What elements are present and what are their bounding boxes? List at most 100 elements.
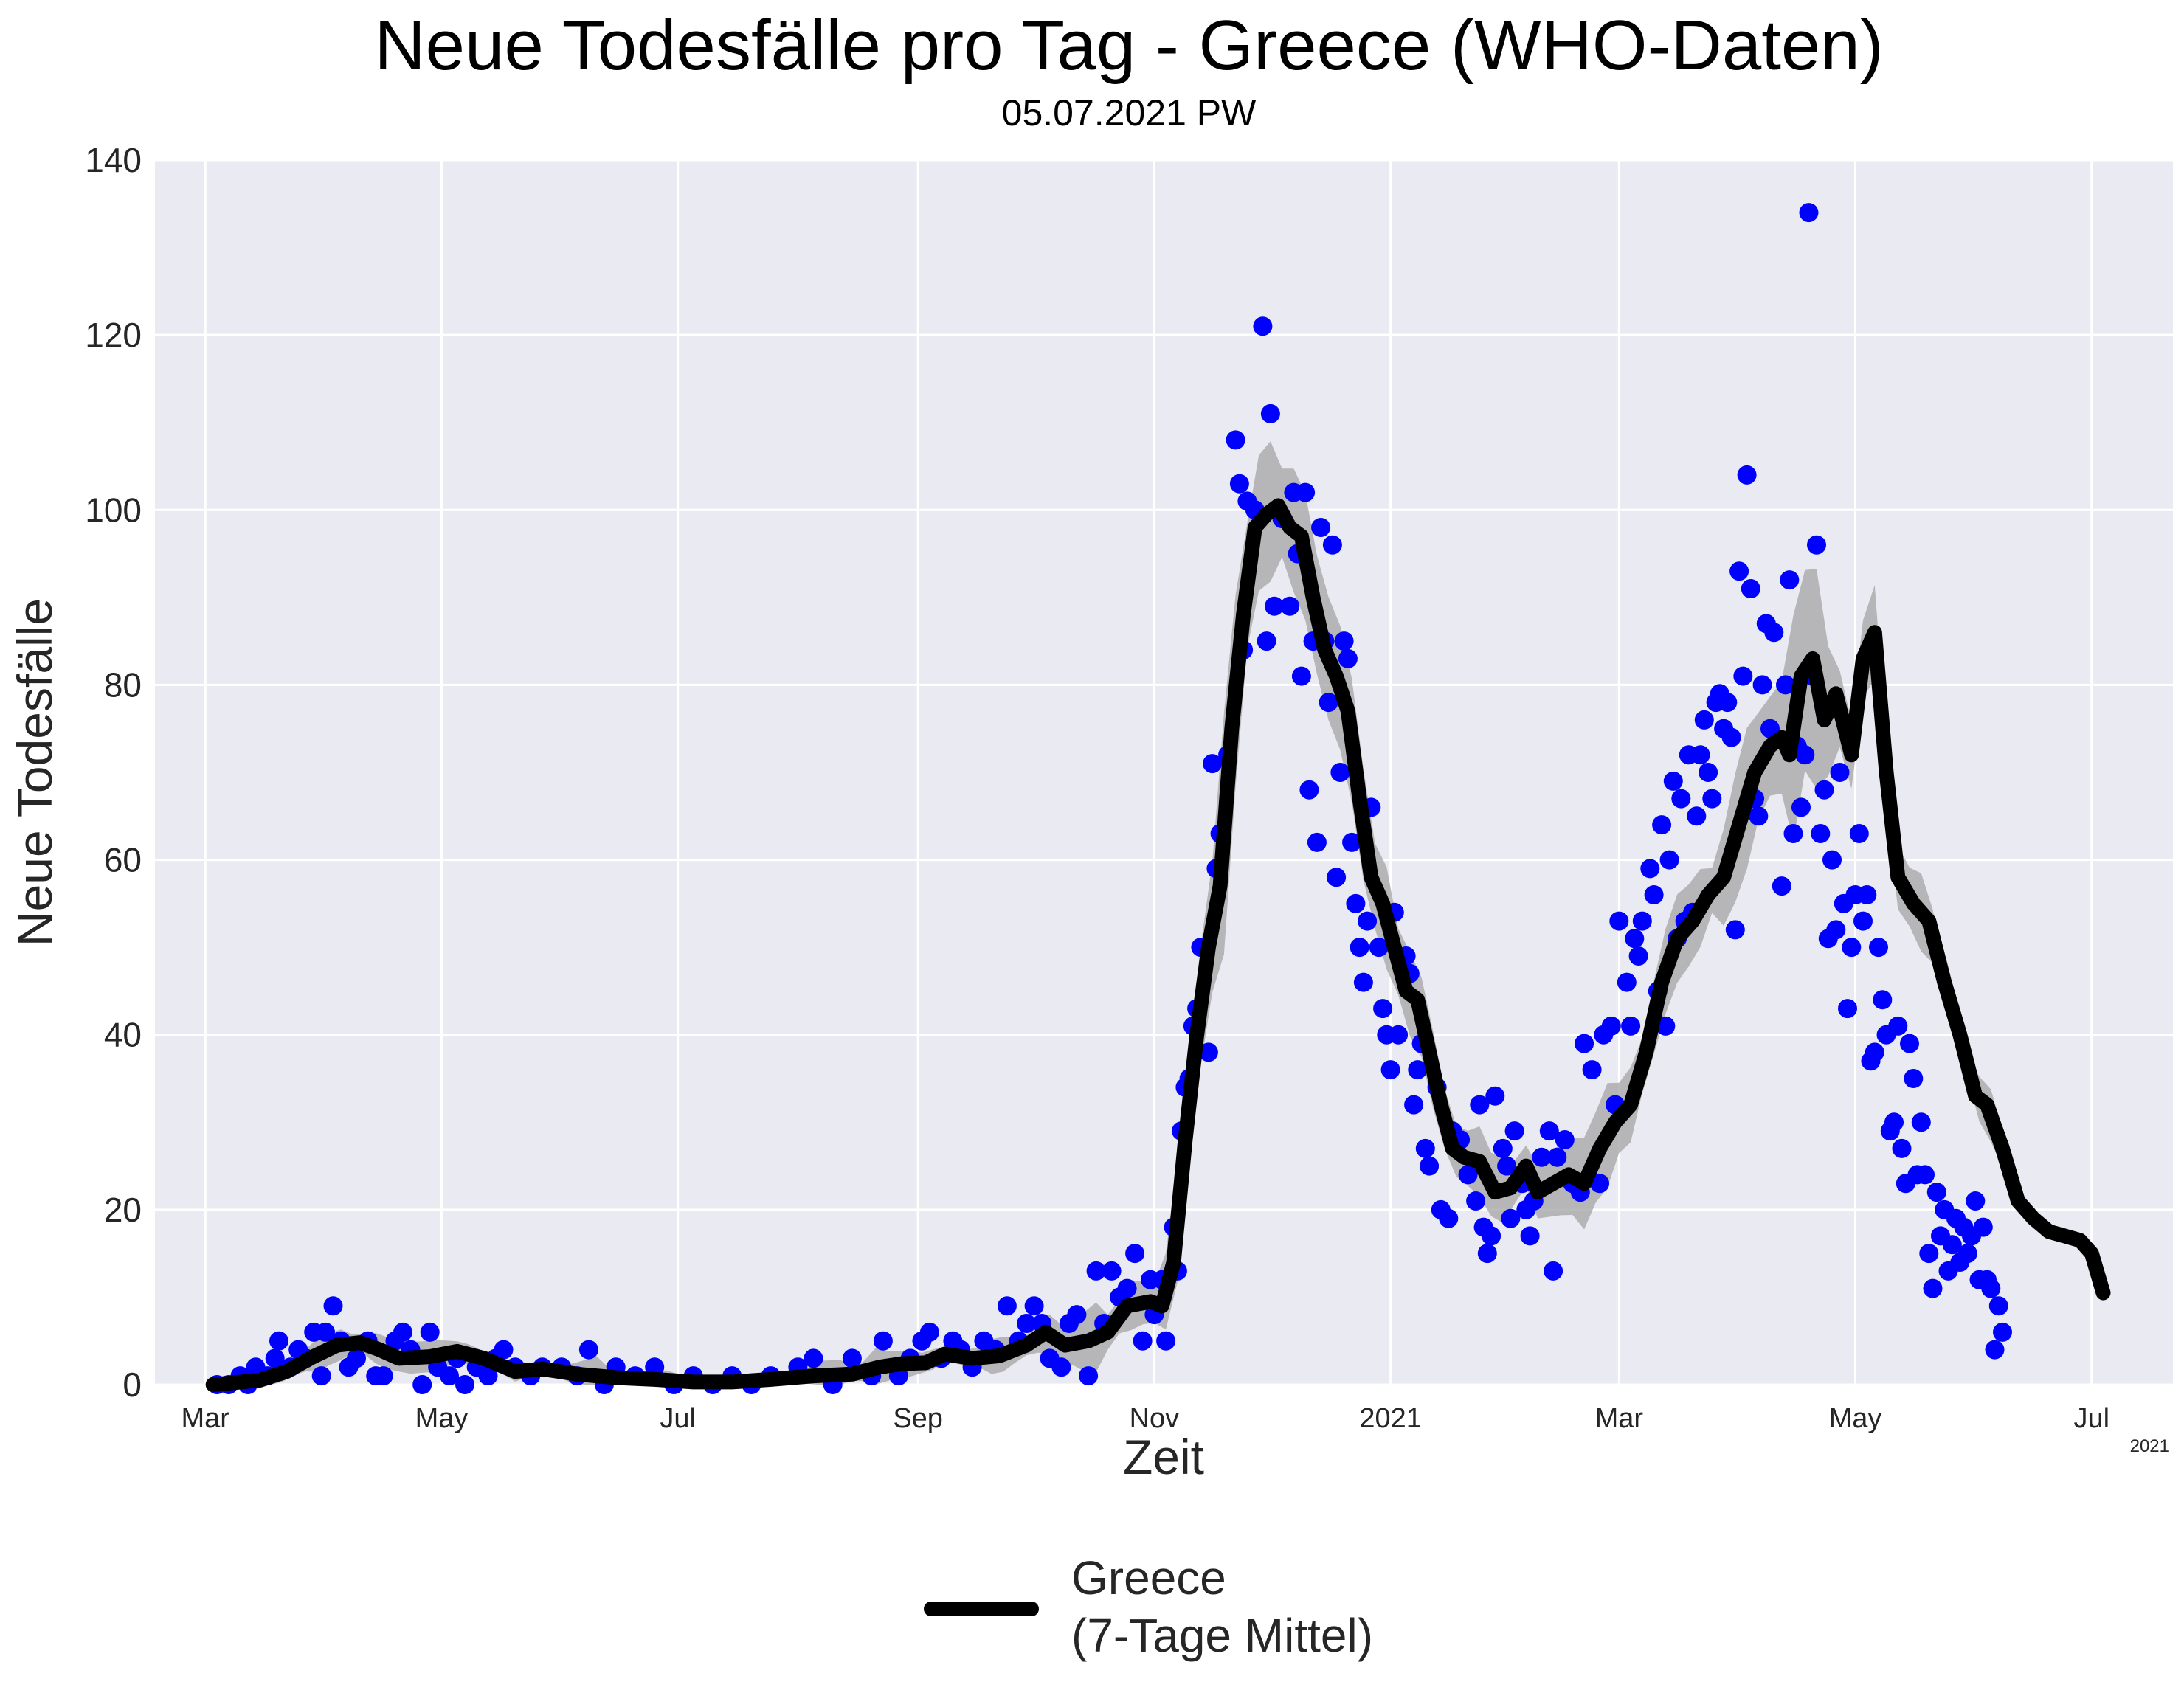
data-point (1865, 1042, 1884, 1062)
data-point (1280, 596, 1300, 616)
data-point (919, 1322, 939, 1342)
x-tick-labels: Mar May Jul Sep Nov 2021 Mar May Jul (182, 1403, 2110, 1434)
data-point (1346, 893, 1366, 913)
y-axis-label: Neue Todesfälle (7, 598, 62, 946)
data-point (1466, 1191, 1486, 1211)
data-point (1609, 911, 1629, 931)
data-point (1725, 920, 1745, 940)
x-tick-label: Nov (1130, 1403, 1180, 1434)
data-point (1311, 518, 1331, 537)
data-point (1334, 631, 1354, 651)
data-point (1327, 868, 1347, 887)
legend-label: Greece (7-Tage Mittel) (1071, 1551, 1373, 1662)
data-point (1892, 1138, 1912, 1158)
data-point (265, 1348, 285, 1368)
data-point (1625, 929, 1645, 949)
data-point (1621, 1016, 1641, 1036)
data-point (1353, 972, 1373, 992)
data-point (1415, 1138, 1435, 1158)
data-point (1582, 1060, 1602, 1080)
data-point (1439, 1208, 1459, 1228)
data-point (1853, 911, 1873, 931)
x-tick-label: Sep (893, 1403, 943, 1434)
data-point (1497, 1156, 1517, 1176)
data-point (316, 1322, 335, 1342)
y-tick-label: 60 (104, 841, 142, 879)
data-point (1838, 999, 1857, 1019)
data-point (1981, 1278, 2001, 1298)
data-point (1752, 675, 1772, 695)
data-point (1926, 1183, 1946, 1202)
data-point (1687, 806, 1707, 826)
data-point (1470, 1095, 1490, 1115)
data-point (1203, 754, 1223, 774)
data-point (1133, 1331, 1153, 1351)
data-point (1795, 745, 1815, 765)
chart-title: Neue Todesfälle pro Tag - Greece (WHO-Da… (374, 6, 1883, 85)
data-point (494, 1340, 514, 1360)
data-point (1601, 1016, 1621, 1036)
data-point (1993, 1322, 2012, 1342)
data-point (1942, 1235, 1962, 1255)
y-tick-label: 100 (85, 491, 142, 529)
data-point (1884, 1112, 1904, 1132)
data-point (1017, 1314, 1037, 1333)
data-point (1485, 1086, 1505, 1106)
y-tick-label: 80 (104, 665, 142, 704)
data-point (1226, 430, 1245, 450)
data-point (1299, 780, 1319, 800)
plot-area (155, 160, 2173, 1385)
data-point (1342, 832, 1362, 852)
data-point (1024, 1296, 1044, 1316)
data-point (1702, 789, 1722, 809)
data-point (393, 1322, 412, 1342)
data-point (1772, 876, 1791, 896)
data-point (1764, 623, 1784, 643)
data-point (1966, 1191, 1986, 1211)
data-point (1117, 1278, 1137, 1298)
data-point (1807, 535, 1826, 555)
data-point (1741, 579, 1760, 598)
legend: Greece (7-Tage Mittel) (924, 1551, 1373, 1662)
data-point (420, 1322, 440, 1342)
data-point (1869, 938, 1888, 958)
data-point (1260, 404, 1280, 423)
data-point (1919, 1244, 1939, 1264)
x-tick-label: Jul (660, 1403, 696, 1434)
data-point (997, 1296, 1017, 1316)
data-point (1749, 806, 1769, 826)
data-point (1857, 885, 1877, 904)
data-point (1699, 763, 1718, 782)
data-point (1547, 1147, 1567, 1167)
data-point (1330, 763, 1350, 782)
data-point (1783, 824, 1803, 843)
data-point (873, 1331, 893, 1351)
data-point (1733, 666, 1753, 686)
mean-band (212, 441, 2096, 1385)
data-point (1504, 1121, 1524, 1141)
data-point (1156, 1331, 1176, 1351)
data-point (1575, 1034, 1594, 1053)
data-point (1718, 693, 1738, 713)
data-point (1389, 1025, 1409, 1045)
x-tick-label: 2021 (1359, 1403, 1422, 1434)
mean-line (205, 498, 2111, 1392)
y-tick-label: 140 (85, 141, 142, 179)
data-point (1988, 1296, 2008, 1316)
data-point (1086, 1261, 1106, 1281)
data-point (1873, 990, 1893, 1010)
x-tick-label: Mar (182, 1403, 230, 1434)
data-point (1296, 482, 1316, 502)
data-point (1051, 1357, 1071, 1377)
data-point (478, 1366, 498, 1386)
data-point (1822, 850, 1842, 870)
y-tick-labels: 0 20 40 60 80 100 120 140 (85, 141, 142, 1404)
data-point (1799, 203, 1819, 223)
data-point (578, 1340, 598, 1360)
data-point (1229, 474, 1249, 494)
data-point (1555, 1130, 1575, 1149)
data-point (347, 1348, 366, 1368)
data-point (440, 1366, 459, 1386)
data-point (1690, 745, 1710, 765)
data-point (269, 1331, 288, 1351)
